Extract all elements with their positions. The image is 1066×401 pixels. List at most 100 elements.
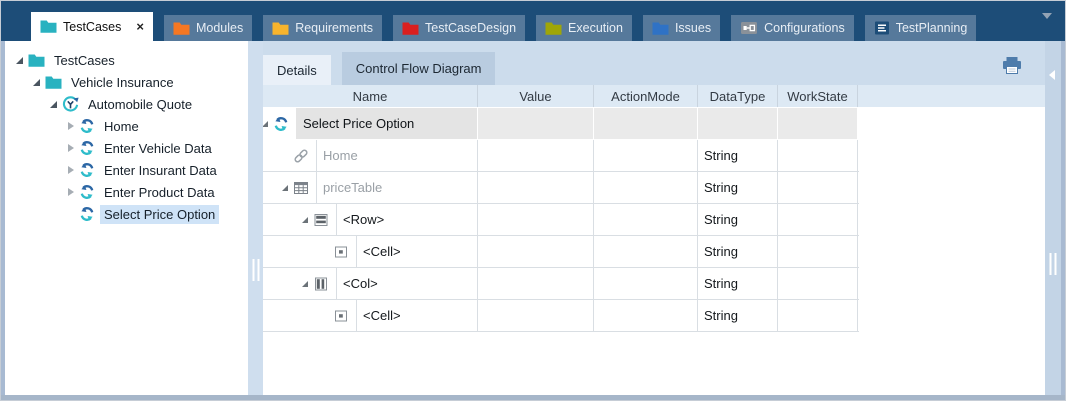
- sync-icon: [273, 116, 289, 132]
- table-row[interactable]: priceTable String: [263, 172, 859, 204]
- expanded-triangle-icon[interactable]: [263, 120, 271, 127]
- table-row[interactable]: <Row> String: [263, 204, 859, 236]
- planning-icon: [874, 20, 890, 36]
- collapsed-triangle-icon[interactable]: [64, 122, 77, 130]
- cell-action-mode[interactable]: [594, 236, 698, 267]
- sync-icon: [79, 140, 95, 156]
- cell-value[interactable]: [478, 172, 594, 203]
- tab-configurations[interactable]: Configurations: [731, 15, 854, 41]
- strip-grip-icon[interactable]: [1049, 253, 1057, 275]
- tab-testcases[interactable]: TestCases ×: [31, 12, 153, 41]
- table-row[interactable]: Select Price Option: [263, 108, 859, 140]
- collapse-arrow-icon[interactable]: [1049, 70, 1055, 80]
- cell-value[interactable]: [478, 236, 594, 267]
- row-icon: [313, 212, 329, 228]
- cell-value[interactable]: [478, 204, 594, 235]
- expanded-triangle-icon[interactable]: [30, 78, 43, 86]
- sync-icon: [79, 184, 95, 200]
- tab-bar: TestCases × Modules Requirements TestCaseDes…: [1, 1, 1065, 41]
- cell-data-type[interactable]: String: [698, 172, 778, 203]
- tab-testcasedesign[interactable]: TestCaseDesign: [393, 15, 526, 41]
- cell-value[interactable]: [478, 140, 594, 171]
- cell-action-mode[interactable]: [594, 268, 698, 299]
- cell-work-state[interactable]: [778, 268, 858, 299]
- cell-action-mode[interactable]: [594, 172, 698, 203]
- tab-testplanning[interactable]: TestPlanning: [864, 15, 977, 41]
- cell-action-mode[interactable]: [594, 300, 698, 331]
- tab-label: TestPlanning: [895, 21, 968, 35]
- cell-data-type[interactable]: [698, 108, 778, 139]
- cell-data-type[interactable]: String: [698, 300, 778, 331]
- cell-work-state[interactable]: [778, 204, 858, 235]
- step-name: <Cell>: [356, 300, 477, 331]
- details-tab-label: Details: [277, 62, 317, 78]
- close-icon[interactable]: ×: [136, 19, 144, 34]
- cell-value[interactable]: [478, 300, 594, 331]
- tab-requirements[interactable]: Requirements: [263, 15, 383, 41]
- cell-data-type[interactable]: String: [698, 236, 778, 267]
- tree-item-label: Enter Vehicle Data: [104, 140, 212, 156]
- tree-item-enter-insurant-data[interactable]: Enter Insurant Data: [5, 159, 248, 181]
- collapsed-triangle-icon[interactable]: [64, 166, 77, 174]
- cell-work-state[interactable]: [778, 172, 858, 203]
- folder-icon: [45, 75, 62, 90]
- step-name: <Col>: [336, 268, 477, 299]
- column-header-name[interactable]: Name: [263, 85, 478, 107]
- tab-issues[interactable]: Issues: [642, 15, 721, 41]
- cell-value[interactable]: [478, 108, 594, 139]
- cell-work-state[interactable]: [778, 108, 858, 139]
- cell-action-mode[interactable]: [594, 140, 698, 171]
- chevron-down-icon[interactable]: [1042, 13, 1052, 19]
- splitter-grip-icon[interactable]: [252, 259, 259, 281]
- details-tabs: Details Control Flow Diagram: [263, 41, 1045, 85]
- bottom-edge: [1, 395, 1065, 400]
- expanded-triangle-icon[interactable]: [299, 280, 311, 287]
- expanded-triangle-icon[interactable]: [279, 184, 291, 191]
- table-row[interactable]: Home String: [263, 140, 859, 172]
- column-header-datatype[interactable]: DataType: [698, 85, 778, 107]
- tree-item-enter-product-data[interactable]: Enter Product Data: [5, 181, 248, 203]
- cell-action-mode[interactable]: [594, 108, 698, 139]
- cell-data-type[interactable]: String: [698, 268, 778, 299]
- tree-item-label: Enter Insurant Data: [104, 162, 217, 178]
- tree-item-enter-vehicle-data[interactable]: Enter Vehicle Data: [5, 137, 248, 159]
- tab-execution[interactable]: Execution: [536, 15, 632, 41]
- step-name: <Cell>: [356, 236, 477, 267]
- cell-action-mode[interactable]: [594, 204, 698, 235]
- folder-icon: [402, 21, 419, 36]
- right-collapsed-panel-strip[interactable]: [1045, 41, 1061, 397]
- column-header-actionmode[interactable]: ActionMode: [594, 85, 698, 107]
- tree-item-select-price-option[interactable]: Select Price Option: [5, 203, 248, 225]
- printer-icon[interactable]: [1001, 56, 1023, 80]
- cell-work-state[interactable]: [778, 140, 858, 171]
- main-area: TestCases Vehicle Insurance Automobile Qu…: [1, 41, 1065, 397]
- tree-item-testcases[interactable]: TestCases: [5, 49, 248, 71]
- cell-data-type[interactable]: String: [698, 140, 778, 171]
- tab-label: Modules: [195, 21, 244, 35]
- tree-item-automobile-quote[interactable]: Automobile Quote: [5, 93, 248, 115]
- column-header-workstate[interactable]: WorkState: [778, 85, 858, 107]
- expanded-triangle-icon[interactable]: [299, 216, 311, 223]
- cell-work-state[interactable]: [778, 300, 858, 331]
- cell-data-type[interactable]: String: [698, 204, 778, 235]
- vertical-splitter[interactable]: [248, 41, 263, 397]
- tree-item-vehicle-insurance[interactable]: Vehicle Insurance: [5, 71, 248, 93]
- tab-bar-tabs: TestCases × Modules Requirements TestCaseDes…: [31, 1, 977, 41]
- table-row[interactable]: <Cell> String: [263, 300, 859, 332]
- tab-modules[interactable]: Modules: [163, 15, 253, 41]
- expanded-triangle-icon[interactable]: [13, 56, 26, 64]
- tree-item-home[interactable]: Home: [5, 115, 248, 137]
- table-row[interactable]: <Col> String: [263, 268, 859, 300]
- tab-details[interactable]: Details: [263, 55, 331, 85]
- tab-label: Execution: [568, 21, 623, 35]
- tab-control-flow-diagram[interactable]: Control Flow Diagram: [341, 52, 496, 85]
- expanded-triangle-icon[interactable]: [47, 100, 60, 108]
- cell-value[interactable]: [478, 268, 594, 299]
- collapsed-triangle-icon[interactable]: [64, 188, 77, 196]
- cell-work-state[interactable]: [778, 236, 858, 267]
- table-row[interactable]: <Cell> String: [263, 236, 859, 268]
- collapsed-triangle-icon[interactable]: [64, 144, 77, 152]
- column-header-value[interactable]: Value: [478, 85, 594, 107]
- tab-label: Requirements: [295, 21, 374, 35]
